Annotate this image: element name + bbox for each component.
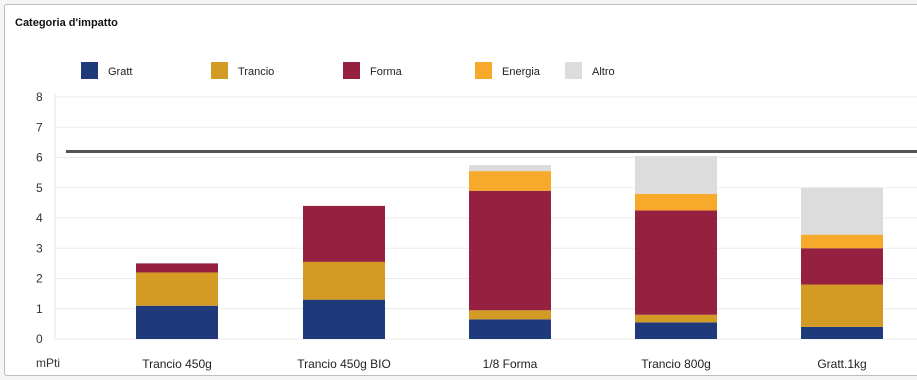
legend-swatch-altro: [565, 62, 582, 79]
x-axis: mPti Trancio 450g Trancio 450g BIO 1/8 Form…: [36, 356, 867, 371]
x-tick-label-trancio-450g: Trancio 450g: [142, 357, 212, 371]
legend-item-energia[interactable]: Energia: [475, 62, 541, 79]
bar-trancio-800g-gratt[interactable]: [635, 322, 717, 339]
legend-swatch-trancio: [211, 62, 228, 79]
bar-trancio-450g-bio-gratt[interactable]: [303, 299, 385, 339]
bar-1-8-forma-trancio[interactable]: [469, 310, 551, 320]
x-tick-label-gratt-1kg: Gratt.1kg: [817, 357, 866, 371]
bar-trancio-800g-energia[interactable]: [635, 193, 717, 211]
y-tick-label-8: 8: [36, 90, 43, 104]
legend-swatch-forma: [343, 62, 360, 79]
y-tick-label-3: 3: [36, 241, 43, 255]
legend[interactable]: Gratt Trancio Forma Energia Altro: [81, 62, 615, 79]
bar-trancio-800g-trancio[interactable]: [635, 314, 717, 323]
bar-gratt-1kg-trancio[interactable]: [801, 284, 883, 327]
legend-item-gratt[interactable]: Gratt: [81, 62, 132, 79]
bar-trancio-450g-bio-forma[interactable]: [303, 205, 385, 262]
bar-trancio-450g-gratt[interactable]: [136, 305, 218, 339]
chart-panel: Categoria d'impatto 0 1 2 3 4 5 6 7 8 mPti Tranci…: [4, 4, 917, 376]
y-axis: 0 1 2 3 4 5 6 7 8: [36, 90, 43, 346]
legend-label-energia: Energia: [502, 66, 541, 78]
x-tick-label-trancio-450g-bio: Trancio 450g BIO: [297, 357, 391, 371]
y-tick-label-4: 4: [36, 211, 43, 225]
legend-item-altro[interactable]: Altro: [565, 62, 615, 79]
legend-item-trancio[interactable]: Trancio: [211, 62, 274, 79]
legend-label-altro: Altro: [592, 66, 615, 78]
bar-gratt-1kg-gratt[interactable]: [801, 326, 883, 339]
bar-1-8-forma-energia[interactable]: [469, 171, 551, 191]
bar-trancio-800g-forma[interactable]: [635, 210, 717, 315]
x-tick-label-trancio-800g: Trancio 800g: [641, 357, 711, 371]
legend-swatch-gratt: [81, 62, 98, 79]
bar-trancio-450g-bio-trancio[interactable]: [303, 261, 385, 300]
stacked-bar-chart: 0 1 2 3 4 5 6 7 8 mPti Trancio 450g Trancio 450g B…: [36, 62, 917, 371]
bar-gratt-1kg-altro[interactable]: [801, 187, 883, 235]
unit-label: mPti: [36, 356, 60, 370]
bar-gratt-1kg-forma[interactable]: [801, 248, 883, 285]
bar-trancio-800g-altro[interactable]: [635, 155, 717, 194]
legend-label-forma: Forma: [370, 66, 403, 78]
y-tick-label-6: 6: [36, 151, 43, 165]
bar-1-8-forma-gratt[interactable]: [469, 319, 551, 339]
bar-1-8-forma-forma[interactable]: [469, 190, 551, 311]
bar-trancio-450g-trancio[interactable]: [136, 272, 218, 306]
legend-label-gratt: Gratt: [108, 66, 132, 78]
y-tick-label-1: 1: [36, 302, 43, 316]
bar-1-8-forma-altro[interactable]: [469, 165, 551, 172]
x-tick-label-1-8-forma: 1/8 Forma: [483, 357, 538, 371]
y-tick-label-7: 7: [36, 120, 43, 134]
y-tick-label-5: 5: [36, 181, 43, 195]
bar-trancio-450g-forma[interactable]: [136, 263, 218, 273]
legend-label-trancio: Trancio: [238, 66, 274, 78]
chart-title: Categoria d'impatto: [15, 17, 118, 29]
legend-swatch-energia: [475, 62, 492, 79]
legend-item-forma[interactable]: Forma: [343, 62, 403, 79]
y-tick-label-2: 2: [36, 272, 43, 286]
bars: [136, 155, 883, 339]
bar-gratt-1kg-energia[interactable]: [801, 234, 883, 249]
y-tick-label-0: 0: [36, 332, 43, 346]
